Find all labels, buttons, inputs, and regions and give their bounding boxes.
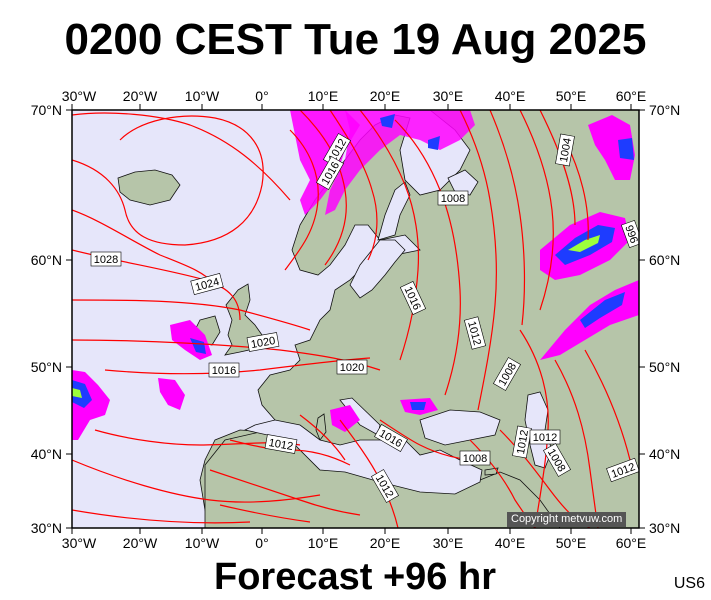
isobar-label: 1028 bbox=[90, 251, 122, 267]
isobar-label: 996 bbox=[620, 219, 639, 249]
lon-tick-label: 10°E bbox=[308, 88, 339, 104]
svg-text:1012: 1012 bbox=[533, 432, 557, 444]
isobar-label: 1020 bbox=[336, 359, 368, 375]
lat-tick-label: 70°N bbox=[649, 102, 680, 118]
lat-tick-label: 40°N bbox=[649, 446, 680, 462]
svg-text:1008: 1008 bbox=[463, 453, 487, 465]
lon-tick-label: 50°E bbox=[556, 535, 587, 551]
lat-tick-label: 30°N bbox=[31, 520, 62, 536]
svg-text:1020: 1020 bbox=[340, 362, 364, 374]
lat-labels-right: 70°N 60°N 50°N 40°N 30°N bbox=[649, 102, 680, 536]
isobar-label: 1016 bbox=[208, 362, 240, 378]
lat-tick-label: 40°N bbox=[31, 446, 62, 462]
isobar-label: 1024 bbox=[190, 272, 224, 296]
svg-text:1028: 1028 bbox=[94, 254, 118, 266]
lon-tick-label: 60°E bbox=[616, 535, 647, 551]
lon-tick-label: 20°E bbox=[370, 88, 401, 104]
map-title: 0200 CEST Tue 19 Aug 2025 bbox=[64, 15, 647, 64]
isobar-label: 1012 bbox=[463, 316, 487, 350]
map-frame bbox=[71, 109, 640, 529]
isobar-label: 1008 bbox=[459, 450, 491, 466]
lon-tick-label: 10°W bbox=[185, 88, 220, 104]
lon-tick-label: 60°E bbox=[616, 88, 647, 104]
isobar-label: 1012 bbox=[529, 429, 561, 445]
isobar-label: 1020 bbox=[246, 332, 280, 352]
lat-tick-label: 70°N bbox=[31, 102, 62, 118]
lat-tick-label: 60°N bbox=[31, 252, 62, 268]
lon-labels-top: 30°W 20°W 10°W 0° 10°E 20°E 30°E 40°E 50… bbox=[62, 88, 646, 104]
lat-tick-label: 50°N bbox=[31, 359, 62, 375]
lat-tick-label: 30°N bbox=[649, 520, 680, 536]
lat-tick-label: 60°N bbox=[649, 252, 680, 268]
copyright-notice: Copyright metvuw.com bbox=[507, 512, 627, 527]
isobar-label: 1012 bbox=[264, 434, 298, 454]
lon-tick-label: 10°W bbox=[185, 535, 220, 551]
lat-tick-label: 50°N bbox=[649, 359, 680, 375]
svg-text:1012: 1012 bbox=[268, 437, 294, 453]
lon-tick-label: 30°W bbox=[62, 88, 97, 104]
region-code: US6 bbox=[673, 575, 705, 592]
lon-tick-label: 20°W bbox=[123, 535, 158, 551]
lon-tick-label: 30°W bbox=[62, 535, 97, 551]
lat-labels-left: 70°N 60°N 50°N 40°N 30°N bbox=[31, 102, 62, 536]
inland-seas bbox=[243, 169, 553, 495]
lon-tick-label: 20°E bbox=[370, 535, 401, 551]
lon-tick-label: 30°E bbox=[433, 88, 464, 104]
lon-tick-label: 30°E bbox=[433, 535, 464, 551]
svg-text:1020: 1020 bbox=[250, 335, 276, 351]
tick-marks bbox=[66, 104, 645, 534]
lon-tick-label: 50°E bbox=[556, 88, 587, 104]
svg-text:1004: 1004 bbox=[558, 137, 574, 163]
svg-text:1008: 1008 bbox=[441, 193, 465, 205]
lon-tick-label: 0° bbox=[255, 535, 268, 551]
lon-labels-bottom: 30°W 20°W 10°W 0° 10°E 20°E 30°E 40°E 50… bbox=[62, 535, 646, 551]
lon-tick-label: 10°E bbox=[308, 535, 339, 551]
isobar-label: 1004 bbox=[555, 133, 575, 167]
isobar-label: 1012 bbox=[512, 425, 532, 459]
isobar-label: 1008 bbox=[437, 190, 469, 206]
lon-tick-label: 40°E bbox=[495, 88, 526, 104]
lon-tick-label: 20°W bbox=[123, 88, 158, 104]
lon-tick-label: 40°E bbox=[495, 535, 526, 551]
lon-tick-label: 0° bbox=[255, 88, 268, 104]
svg-text:1012: 1012 bbox=[515, 429, 531, 455]
forecast-label: Forecast +96 hr bbox=[214, 556, 496, 598]
svg-text:1016: 1016 bbox=[212, 365, 236, 377]
